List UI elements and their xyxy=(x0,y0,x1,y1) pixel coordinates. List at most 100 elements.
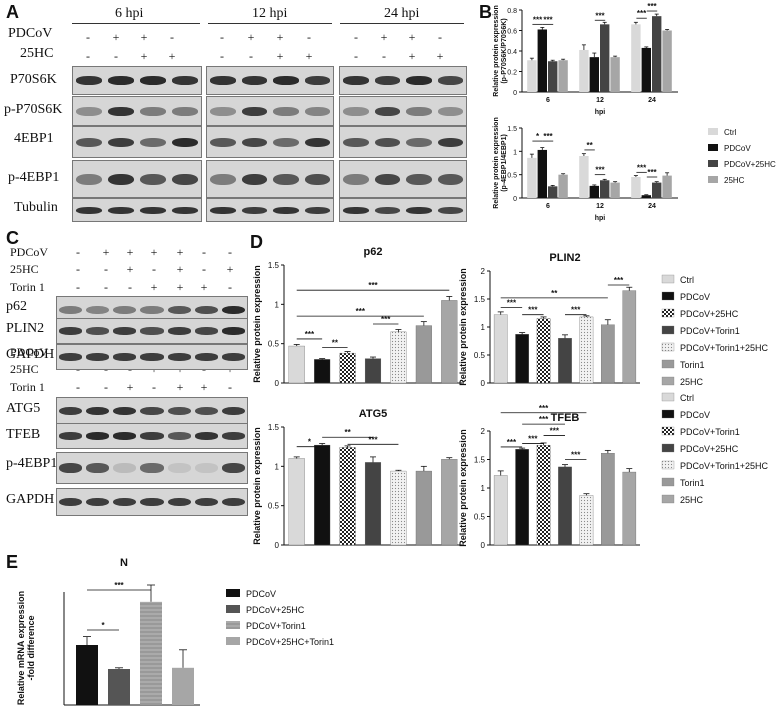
blot-band xyxy=(113,406,137,416)
blot-strip xyxy=(339,96,467,126)
y-tick-label: 0.6 xyxy=(507,29,517,36)
significance-label: *** xyxy=(528,435,538,444)
blot-label: GAPDH xyxy=(6,347,55,362)
treatment-sign: + xyxy=(150,245,158,259)
bar xyxy=(515,449,529,546)
sign-25hc: - xyxy=(354,49,358,63)
row-label: PDCoV xyxy=(10,245,49,259)
bar xyxy=(415,325,432,384)
blot-strip xyxy=(206,96,334,126)
sign-pdcov: - xyxy=(354,30,358,44)
bar xyxy=(631,24,641,93)
x-tick-label: 12 xyxy=(596,97,604,104)
significance-label: * xyxy=(536,132,540,141)
blot-band xyxy=(140,76,166,86)
x-tick-label: 6 xyxy=(546,97,550,104)
blot-band xyxy=(113,305,137,315)
bar xyxy=(589,185,599,198)
row-label: 25HC xyxy=(10,362,39,376)
bar xyxy=(579,316,594,384)
blot-band xyxy=(221,326,245,335)
y-axis-label: (p-P70S6K/P70S6K) xyxy=(501,18,508,83)
sign-pdcov: - xyxy=(307,30,311,44)
treatment-sign: - xyxy=(202,262,206,276)
bar xyxy=(652,16,662,92)
blot-band xyxy=(76,106,102,116)
y-tick-label: 1.5 xyxy=(507,126,517,133)
sign-pdcov: - xyxy=(438,30,442,44)
bar xyxy=(314,359,331,384)
significance-label: ** xyxy=(332,339,339,348)
row-label: Torin 1 xyxy=(10,380,45,394)
legend-swatch xyxy=(226,637,240,645)
treatment-sign: + xyxy=(102,245,110,259)
blot-band xyxy=(113,431,137,440)
bar xyxy=(579,156,589,198)
bar xyxy=(493,475,508,546)
y-tick-label: 1.5 xyxy=(268,423,280,432)
legend-swatch xyxy=(661,308,675,318)
blot-band xyxy=(437,173,463,186)
blot-strip xyxy=(339,160,467,198)
bar xyxy=(610,57,620,92)
legend-swatch xyxy=(661,325,675,335)
legend-swatch xyxy=(708,128,718,135)
bar xyxy=(415,470,432,546)
bar xyxy=(527,60,537,92)
sign-25hc: - xyxy=(220,49,224,63)
blot-band xyxy=(374,137,400,148)
treatment-sign: + xyxy=(200,380,208,394)
blot-band xyxy=(241,137,267,148)
chart-b2: 0 0.5 1 1.5 6 12 24 hpi Relative protein express… xyxy=(493,117,678,222)
bar xyxy=(548,61,558,92)
sign-pdcov: + xyxy=(112,30,120,44)
blot-label: ATG5 xyxy=(6,401,41,416)
significance-label: ** xyxy=(551,289,558,298)
bar xyxy=(558,60,568,92)
blot-band xyxy=(76,206,102,214)
sign-25hc: - xyxy=(86,49,90,63)
y-tick-label: 1 xyxy=(275,462,280,471)
bar xyxy=(579,495,594,546)
blot-strip xyxy=(72,96,202,126)
treatment-sign: - xyxy=(152,262,156,276)
row-label: PDCoV xyxy=(10,345,49,359)
blot-band xyxy=(167,497,191,507)
significance-label: *** xyxy=(305,330,315,339)
legend-label: Ctrl xyxy=(724,128,737,137)
panel-label-b: B xyxy=(479,2,492,22)
x-axis-label: hpi xyxy=(595,109,606,116)
blot-band xyxy=(108,206,134,214)
significance-label: *** xyxy=(114,581,124,590)
blot-band xyxy=(406,173,432,186)
y-axis-label: Relative protein expression xyxy=(252,427,262,545)
blot-band xyxy=(76,76,102,86)
blot-band xyxy=(210,137,236,148)
blot-band xyxy=(108,137,134,148)
blot-band xyxy=(194,326,218,335)
bar xyxy=(548,186,558,198)
blot-band xyxy=(59,326,83,335)
treatment-sign: - xyxy=(228,280,232,294)
blot-band xyxy=(140,173,166,186)
bar xyxy=(558,174,568,198)
y-tick-label: 1.5 xyxy=(474,456,486,465)
blot-strip xyxy=(56,488,248,516)
blot-band xyxy=(108,173,134,186)
legend-label: Ctrl xyxy=(680,393,694,403)
blot-label: p-4EBP1 xyxy=(8,170,60,185)
blot-band xyxy=(210,106,236,116)
legend-d-top: Ctrl PDCoV PDCoV+25HC PDCoV+Torin1 PDCoV+Tor… xyxy=(661,274,769,387)
legend-swatch xyxy=(661,409,675,419)
blot-band xyxy=(108,76,134,86)
legend-swatch xyxy=(661,477,675,487)
significance-label: *** xyxy=(571,451,581,460)
blot-band xyxy=(374,206,400,214)
bar xyxy=(558,466,572,546)
blot-band xyxy=(304,137,330,148)
chart-d-plin2: 0 0.5 1 1.5 2 PLIN2 Relative protein expressio… xyxy=(458,252,640,388)
blot-band xyxy=(113,326,137,335)
blot-band xyxy=(437,137,463,148)
significance-label: *** xyxy=(543,15,553,24)
blot-band xyxy=(194,431,218,440)
